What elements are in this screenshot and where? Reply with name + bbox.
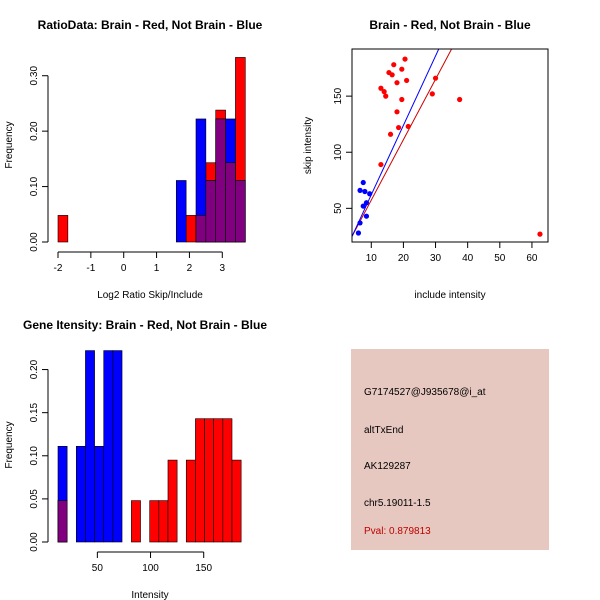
ratio-x-axis-label: Log2 Ratio Skip/Include xyxy=(97,290,203,301)
brain-point xyxy=(429,91,435,97)
scatter-x-tick-label: 50 xyxy=(494,253,506,264)
not-brain-point xyxy=(363,213,370,219)
gene-brain-bar xyxy=(195,418,205,543)
not-brain-fit-line xyxy=(352,49,440,237)
not-brain-point xyxy=(355,230,362,236)
gene-not-brain-bar xyxy=(75,445,86,543)
ratio-title: RatioData: Brain - Red, Not Brain - Blue xyxy=(38,18,263,32)
ratio-x-tick-label: -2 xyxy=(54,263,63,274)
scatter-plot-group xyxy=(352,49,543,237)
brain-point xyxy=(537,231,543,237)
brain-point xyxy=(381,89,387,95)
accession-text: AK129287 xyxy=(364,461,411,472)
gene-y-tick-label: 0.10 xyxy=(29,446,40,466)
gene-brain-bar xyxy=(231,459,242,543)
not-brain-point xyxy=(360,179,366,186)
ratio-overlap-bar xyxy=(235,180,246,243)
gene-x-tick-label: 100 xyxy=(142,563,159,574)
gene-not-brain-bar xyxy=(103,350,114,543)
gene-brain-bar xyxy=(222,418,233,543)
ratio-x-tick-label: 1 xyxy=(154,263,160,274)
ratio-x-tick-label: 3 xyxy=(220,263,226,274)
scatter-x-tick-label: 40 xyxy=(462,253,474,264)
brain-point xyxy=(405,123,411,130)
scatter-x-tick-label: 30 xyxy=(430,253,442,264)
brain-point xyxy=(383,93,389,99)
scatter-title: Brain - Red, Not Brain - Blue xyxy=(369,18,531,32)
ratio-y-axis-label: Frequency xyxy=(4,121,15,168)
gene-not-brain-bar xyxy=(112,350,123,543)
scatter-y-tick-label: 150 xyxy=(333,87,344,104)
brain-point xyxy=(399,66,405,72)
gene-y-tick-label: 0.05 xyxy=(29,489,40,509)
gene-brain-bar xyxy=(213,418,224,543)
gene-brain-bar xyxy=(167,459,178,543)
not-brain-point xyxy=(357,187,363,193)
ratio-overlap-bar xyxy=(225,162,236,243)
probe-id-text: G7174527@J935678@i_at xyxy=(364,387,486,398)
scatter-y-axis-label: skip intensity xyxy=(303,117,314,174)
brain-point xyxy=(394,80,400,86)
pval-text: Pval: 0.879813 xyxy=(364,526,431,537)
not-brain-point xyxy=(360,203,366,209)
brain-point xyxy=(378,161,384,168)
brain-point xyxy=(432,75,439,81)
ratio-y-tick-label: 0.10 xyxy=(29,176,40,196)
gene-not-brain-bar xyxy=(85,350,95,543)
scatter-x-axis-label: include intensity xyxy=(414,290,485,301)
ratio-y-tick-label: 0.00 xyxy=(29,232,40,252)
gene-info-panel: G7174527@J935678@i_at altTxEnd AK129287 … xyxy=(351,349,549,550)
brain-point xyxy=(394,109,400,115)
gene-brain-bar xyxy=(131,500,141,543)
brain-point xyxy=(399,96,405,103)
location-text: chr5.19011-1.5 xyxy=(364,498,431,509)
scatter-y-tick-label: 100 xyxy=(333,143,344,160)
ratio-overlap-bar xyxy=(205,180,217,243)
scatter-x-tick-label: 10 xyxy=(366,253,378,264)
scatter-x-tick-label: 60 xyxy=(526,253,538,264)
not-brain-point xyxy=(357,220,363,226)
brain-point xyxy=(457,96,463,103)
ratio-x-tick-label: 2 xyxy=(187,263,193,274)
ratio-brain-bar xyxy=(57,215,69,243)
ratio-not-brain-bar xyxy=(175,180,187,243)
ratio-overlap-bar xyxy=(195,215,207,243)
event-type-text: altTxEnd xyxy=(364,425,404,436)
gene-overlap-bar xyxy=(57,500,68,543)
gene-title: Gene Itensity: Brain - Red, Not Brain - … xyxy=(23,318,267,332)
brain-point xyxy=(402,56,408,62)
scatter-plot-box xyxy=(351,48,549,243)
gene-x-tick-label: 50 xyxy=(92,563,104,574)
brain-point xyxy=(395,124,402,131)
brain-point xyxy=(404,77,410,84)
gene-not-brain-bar xyxy=(94,445,105,543)
gene-x-axis-label: Intensity xyxy=(131,590,168,600)
gene-brain-bar xyxy=(149,500,160,543)
ratio-y-tick-label: 0.30 xyxy=(29,66,40,86)
not-brain-point xyxy=(367,191,373,197)
ratio-overlap-bar xyxy=(215,118,226,243)
brain-point xyxy=(378,85,384,91)
brain-point xyxy=(387,131,394,137)
ratio-x-tick-label: 0 xyxy=(121,263,127,274)
gene-brain-bar xyxy=(204,418,215,543)
scatter-y-tick-label: 50 xyxy=(333,202,344,214)
not-brain-point xyxy=(362,188,368,195)
ratio-brain-bar xyxy=(185,215,197,243)
brain-point xyxy=(389,72,395,78)
gene-brain-bar xyxy=(158,500,169,543)
gene-y-tick-label: 0.20 xyxy=(29,359,40,379)
gene-y-tick-label: 0.15 xyxy=(29,402,40,422)
gene-brain-bar xyxy=(185,459,196,543)
brain-point xyxy=(391,62,397,68)
ratio-x-tick-label: -1 xyxy=(86,263,95,274)
ratio-y-tick-label: 0.20 xyxy=(29,121,40,141)
scatter-x-tick-label: 20 xyxy=(398,253,410,264)
gene-y-tick-label: 0.00 xyxy=(29,532,40,552)
gene-y-axis-label: Frequency xyxy=(4,421,15,468)
gene-x-tick-label: 150 xyxy=(195,563,212,574)
not-brain-point xyxy=(363,200,370,206)
